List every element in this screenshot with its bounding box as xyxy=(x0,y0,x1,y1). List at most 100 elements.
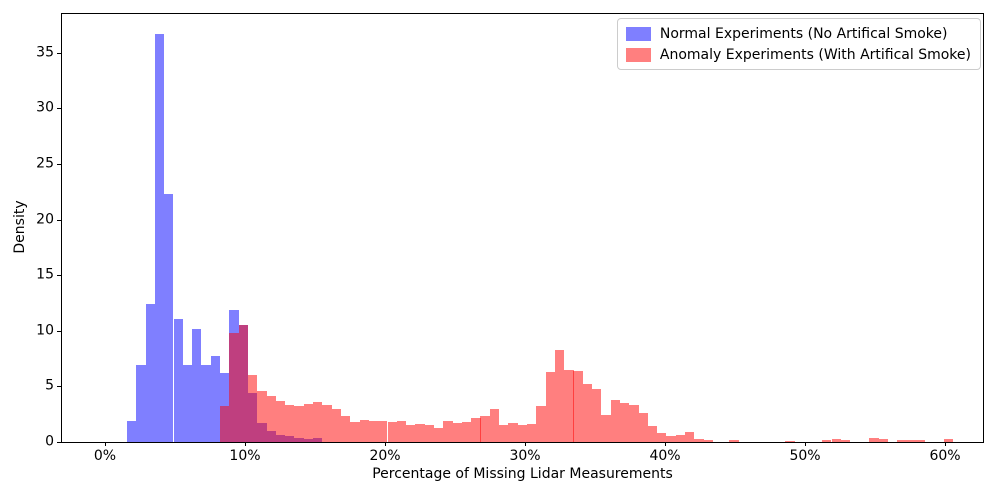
x-tick-label: 50% xyxy=(789,448,821,464)
legend: Normal Experiments (No Artifical Smoke) … xyxy=(616,18,981,70)
legend-label-anomaly: Anomaly Experiments (With Artifical Smok… xyxy=(659,46,971,63)
histogram-bar xyxy=(266,396,276,442)
histogram-bar xyxy=(154,34,165,442)
x-tick-label: 20% xyxy=(369,448,401,464)
x-tick-mark xyxy=(805,442,807,446)
histogram-bar xyxy=(247,375,258,442)
y-tick-label: 20 xyxy=(36,211,54,228)
x-tick-label: 30% xyxy=(509,448,541,464)
histogram-bar xyxy=(610,399,620,442)
histogram-bar xyxy=(619,403,630,442)
y-tick-label: 25 xyxy=(36,155,54,172)
histogram-bar xyxy=(657,432,667,442)
histogram-bar xyxy=(785,440,795,442)
x-tick-mark xyxy=(385,442,386,446)
histogram-bar xyxy=(275,400,286,442)
histogram-bar xyxy=(303,404,314,442)
plot-area: 0% 10% 20% 30% 40% 50% 60% 0 5 10 15 20 25 30 35 Norma… xyxy=(36,13,984,464)
histogram-bar xyxy=(378,420,388,442)
histogram-bar xyxy=(499,425,509,442)
histogram-bar xyxy=(675,434,686,442)
y-tick-mark xyxy=(57,52,61,54)
y-tick-label: 35 xyxy=(36,44,54,61)
legend-item-anomaly: Anomaly Experiments (With Artifical Smok… xyxy=(625,45,971,64)
y-tick-label: 10 xyxy=(36,322,54,339)
histogram-bar xyxy=(238,325,248,442)
histogram-bar xyxy=(331,408,341,442)
histogram-bar xyxy=(182,365,193,442)
histogram-bar xyxy=(220,406,230,442)
histogram-bar xyxy=(666,436,676,442)
histogram-bar xyxy=(257,390,267,442)
histogram-bar xyxy=(322,405,332,442)
x-tick-mark xyxy=(104,442,106,446)
histogram-bar xyxy=(878,438,888,442)
histogram-bar xyxy=(489,408,500,442)
histogram-bar xyxy=(164,194,174,442)
y-tick-mark xyxy=(57,386,61,388)
histogram-bar xyxy=(294,406,304,442)
histogram-bar xyxy=(406,425,416,442)
histogram-bar xyxy=(897,440,907,442)
y-tick-mark xyxy=(57,219,61,221)
y-tick-mark xyxy=(57,108,61,110)
histogram-bar xyxy=(592,389,602,442)
x-tick-mark xyxy=(244,442,246,446)
histogram-bar xyxy=(629,405,639,442)
histogram-bar xyxy=(201,365,211,442)
legend-item-normal: Normal Experiments (No Artifical Smoke) xyxy=(625,24,971,43)
histogram-bar xyxy=(480,416,490,442)
histogram-bar xyxy=(461,421,472,442)
histogram-bar xyxy=(285,405,295,442)
histogram-bar xyxy=(601,415,611,442)
histogram-bar xyxy=(434,427,444,442)
histogram-bar xyxy=(840,439,851,442)
y-tick-mark xyxy=(57,442,61,443)
histogram-bar xyxy=(452,423,462,442)
y-tick-mark xyxy=(57,330,61,332)
histogram-bar xyxy=(869,437,879,442)
y-axis-label: Density xyxy=(12,200,28,254)
histogram-bar xyxy=(831,439,841,442)
histogram-bar xyxy=(554,349,565,442)
x-axis-label: Percentage of Missing Lidar Measurements xyxy=(372,466,673,482)
histogram-bar xyxy=(526,424,537,442)
y-tick-label: 0 xyxy=(45,433,54,450)
x-tick-mark xyxy=(945,442,947,446)
histogram-bar xyxy=(915,440,925,442)
y-tick-mark xyxy=(57,164,61,166)
histogram-bar xyxy=(638,413,648,442)
histogram-bar xyxy=(647,426,658,442)
histogram-bar xyxy=(424,425,435,442)
histogram-bar xyxy=(387,421,397,442)
histogram-bar xyxy=(313,401,323,442)
histogram-bar xyxy=(350,421,360,442)
x-tick-label: 10% xyxy=(229,448,261,464)
x-tick-label: 40% xyxy=(649,448,681,464)
histogram-bar xyxy=(192,328,202,442)
histogram-bar xyxy=(359,419,369,442)
histogram-bar xyxy=(694,438,704,442)
histogram-bar xyxy=(508,423,518,442)
histogram-bar xyxy=(821,439,832,442)
y-tick-label: 30 xyxy=(36,99,54,116)
legend-label-normal: Normal Experiments (No Artifical Smoke) xyxy=(659,25,948,42)
histogram-bar xyxy=(545,371,555,442)
histogram-bar xyxy=(341,416,351,442)
y-tick-label: 5 xyxy=(45,377,54,394)
x-tick-label: 60% xyxy=(929,448,961,464)
histogram-bar xyxy=(685,431,695,442)
histogram-bar xyxy=(136,365,146,442)
histogram-bar xyxy=(471,417,481,442)
histogram-bar xyxy=(906,439,916,442)
histogram-bar xyxy=(573,370,583,442)
x-tick-label: 0% xyxy=(93,448,117,464)
plot-inner: 0% 10% 20% 30% 40% 50% 60% 0 5 10 15 20 25 30 35 xyxy=(36,14,983,464)
histogram-bar xyxy=(517,424,528,442)
histogram-bar xyxy=(368,420,379,442)
histogram-bar xyxy=(173,318,183,442)
histogram-bar xyxy=(126,420,137,442)
x-tick-mark xyxy=(525,442,527,446)
y-tick-label: 15 xyxy=(36,266,54,283)
